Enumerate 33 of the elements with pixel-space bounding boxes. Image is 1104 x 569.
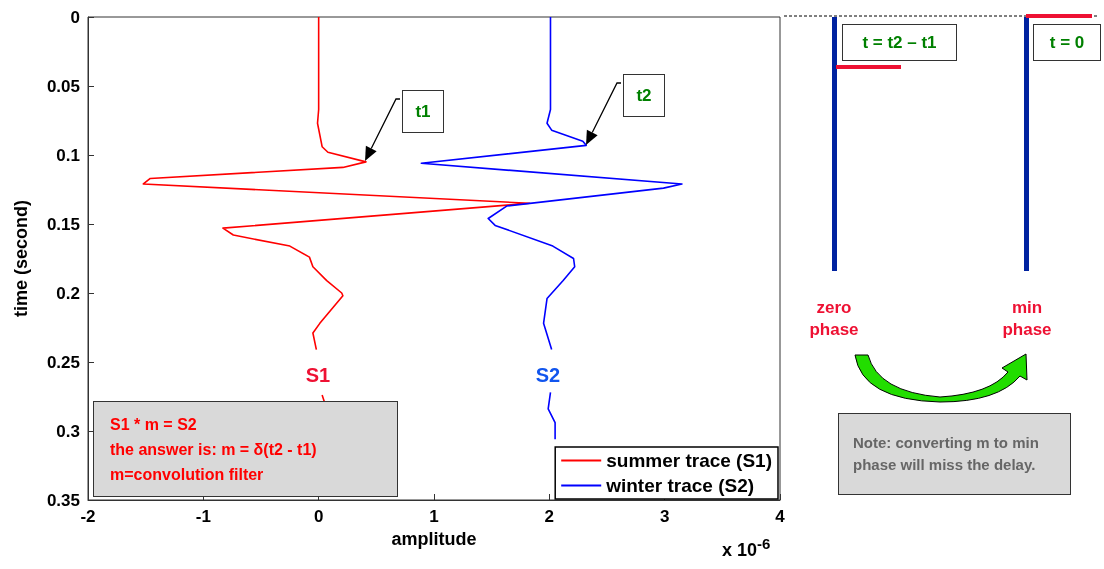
x-tick-label: 1 — [429, 507, 439, 526]
text-box: Note: converting m to min phase will miss the delay. — [838, 413, 1071, 495]
text: x 10$^{-6}$ — [722, 535, 771, 561]
text-box: S1 * m = S2 the answer is: m = δ(t2 - t1) m=convolution filter — [93, 401, 398, 497]
x-tick-label: -2 — [80, 507, 96, 526]
y-tick-label: 0.35 — [46, 490, 80, 510]
text: min phase — [1001, 297, 1053, 341]
annotation: S2 — [534, 364, 562, 387]
x-tick-label: -1 — [195, 507, 211, 526]
x-tick-label: 4 — [775, 507, 786, 526]
legend-label: summer trace (S1) — [606, 450, 772, 471]
x-axis-title: amplitude — [391, 529, 477, 549]
y-axis-title: time (second) — [11, 199, 31, 318]
y-tick-label: 0.2 — [56, 283, 80, 303]
y-tick-label: 0 — [70, 7, 80, 27]
y-tick-label: 0.25 — [46, 352, 80, 372]
text: zero phase — [808, 297, 860, 341]
annotation: m=convolution filter — [110, 464, 264, 485]
text: t = t2 – t1 — [842, 24, 957, 61]
annotation: S1 * m = S2 — [110, 414, 197, 435]
text: t = 0 — [1033, 24, 1101, 61]
annotation: S1 — [304, 364, 332, 387]
annotation: t2 — [623, 74, 665, 117]
y-tick-label: 0.1 — [56, 145, 80, 165]
annotation: t1 — [402, 90, 444, 133]
x-tick-label: 0 — [313, 507, 324, 526]
y-tick-label: 0.3 — [56, 421, 80, 441]
x-tick-label: 2 — [544, 507, 555, 526]
annotation: the answer is: m = δ(t2 - t1) — [110, 439, 317, 460]
legend-label: winter trace (S2) — [605, 475, 755, 496]
y-tick-label: 0.15 — [46, 214, 80, 234]
y-tick-label: 0.05 — [46, 76, 80, 96]
x-tick-label: 3 — [659, 507, 670, 526]
